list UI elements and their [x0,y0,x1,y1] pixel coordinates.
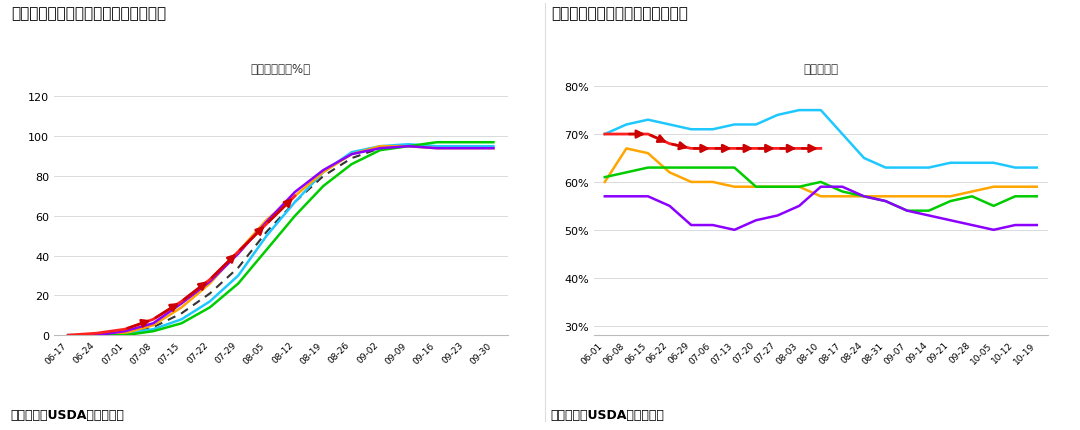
Title: 美豆结荚率（%）: 美豆结荚率（%） [251,63,311,76]
Text: 数据来源：USDA，国富期货: 数据来源：USDA，国富期货 [551,408,664,421]
Text: 图：美豆优良率位于历史同期高位: 图：美豆优良率位于历史同期高位 [551,6,688,22]
Title: 美豆优良率: 美豆优良率 [804,63,838,76]
Text: 数据来源：USDA，国富期货: 数据来源：USDA，国富期货 [11,408,124,421]
Text: 图：美豆结荚进度略高于历史均値水平: 图：美豆结荚进度略高于历史均値水平 [11,6,166,22]
